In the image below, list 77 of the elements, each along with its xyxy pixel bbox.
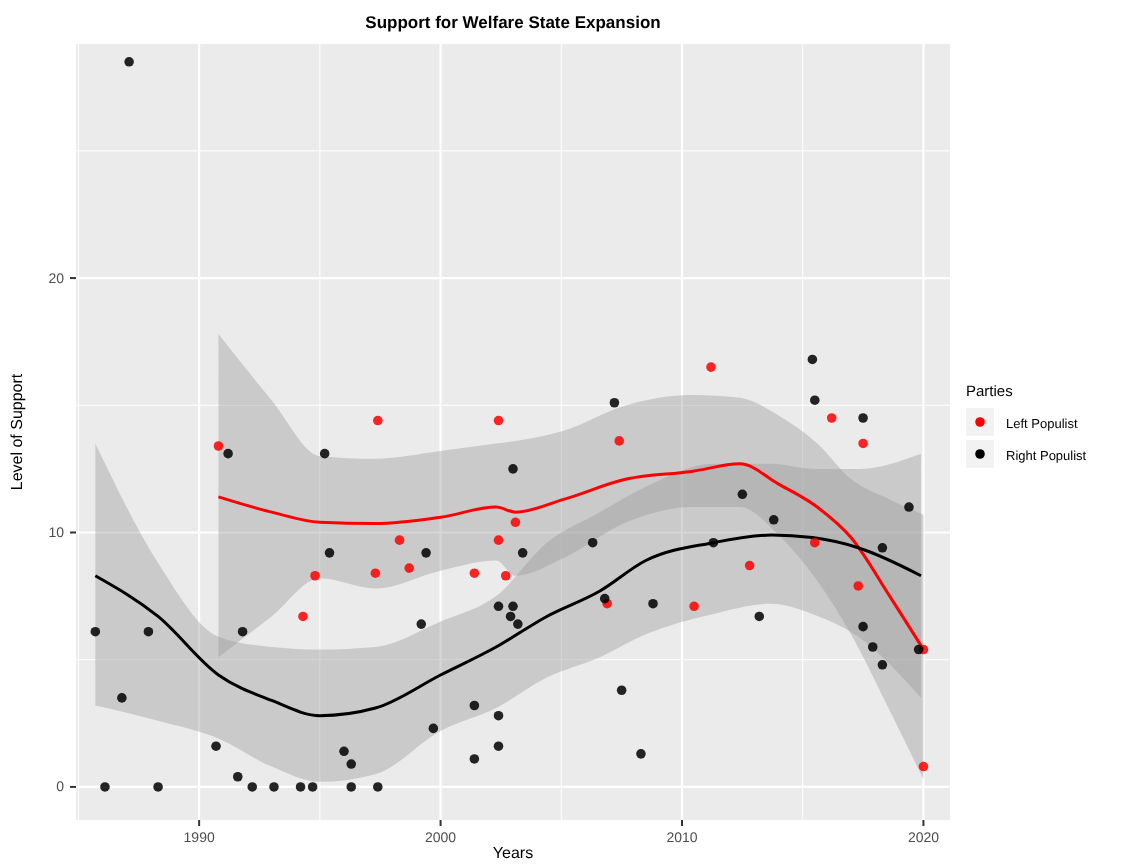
point	[904, 502, 914, 512]
point	[918, 761, 929, 772]
point	[768, 515, 779, 525]
point	[100, 782, 110, 792]
point	[858, 413, 868, 423]
point	[298, 611, 308, 622]
chart-title: Support for Welfare State Expansion	[365, 12, 661, 32]
point	[609, 397, 620, 408]
point	[708, 537, 719, 548]
point	[211, 741, 221, 751]
point	[500, 570, 511, 581]
point	[310, 570, 320, 581]
x-axis-title: Years	[492, 844, 534, 862]
point	[493, 741, 504, 751]
point	[307, 782, 318, 792]
point	[324, 548, 335, 558]
point	[90, 626, 101, 637]
point	[469, 754, 480, 764]
point	[416, 619, 427, 629]
point	[913, 644, 924, 655]
point	[153, 782, 163, 792]
point	[428, 723, 439, 734]
point	[754, 611, 765, 622]
point	[346, 782, 357, 792]
point	[858, 438, 868, 449]
point	[614, 436, 625, 446]
point	[877, 542, 888, 553]
point	[826, 413, 837, 423]
point	[810, 537, 820, 548]
point	[269, 782, 279, 792]
point	[117, 693, 127, 703]
point	[689, 601, 699, 612]
point	[493, 535, 504, 545]
line-series	[93, 533, 923, 718]
point	[493, 415, 504, 426]
point	[810, 395, 820, 405]
point	[421, 548, 431, 558]
point	[807, 354, 818, 365]
point	[373, 782, 383, 792]
point	[404, 563, 414, 573]
point	[744, 560, 755, 571]
point	[587, 537, 598, 548]
point	[508, 601, 518, 612]
point	[295, 782, 306, 792]
point	[373, 415, 383, 426]
point	[213, 441, 224, 451]
point	[319, 448, 330, 459]
point	[706, 362, 716, 372]
point	[237, 626, 248, 637]
point	[143, 626, 154, 637]
point	[469, 568, 480, 578]
point	[599, 593, 610, 604]
point	[737, 489, 748, 500]
point	[247, 782, 258, 792]
point	[223, 448, 233, 459]
point	[493, 710, 504, 721]
point	[370, 568, 381, 578]
point	[493, 601, 504, 612]
point	[339, 746, 349, 757]
point	[513, 619, 523, 629]
point	[517, 548, 528, 558]
point	[510, 517, 521, 528]
point	[853, 581, 864, 591]
point	[394, 535, 405, 545]
point	[508, 464, 518, 474]
point	[858, 621, 868, 632]
point	[124, 57, 134, 67]
point	[232, 771, 243, 782]
point	[867, 642, 878, 652]
y-axis-title: Level of Support	[8, 372, 26, 491]
point	[877, 660, 888, 670]
point	[636, 749, 646, 759]
point	[648, 598, 658, 609]
point	[505, 611, 516, 622]
point	[346, 759, 357, 769]
point	[616, 685, 627, 696]
point	[469, 700, 480, 711]
